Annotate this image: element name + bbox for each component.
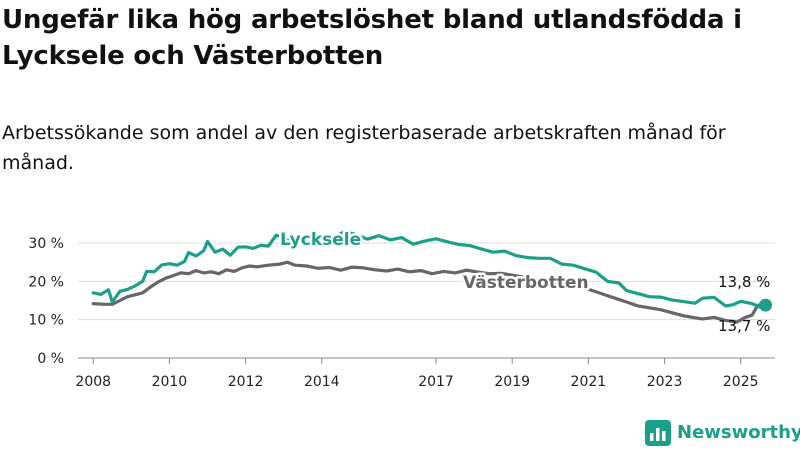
y-tick-label: 0 % — [37, 351, 64, 367]
series-label-vasterbotten: Västerbotten — [463, 273, 589, 293]
brand-logo[interactable]: Newsworthy — [645, 420, 800, 446]
x-tick-label: 2012 — [228, 374, 264, 390]
brand-name: Newsworthy — [677, 422, 800, 443]
series-label-lycksele-halo: Lycksele — [280, 230, 361, 250]
x-tick-label: 2014 — [304, 374, 340, 390]
x-tick-label: 2025 — [723, 374, 759, 390]
y-tick-label: 30 % — [28, 236, 64, 252]
bar-chart-logo-icon — [645, 420, 671, 446]
end-value-label-lycksele: 13,8 % — [718, 273, 770, 291]
chart-subtitle: Arbetssökande som andel av den registerb… — [2, 122, 726, 174]
end-value-label-vasterbotten: 13,7 % — [718, 317, 770, 335]
x-tick-label: 2010 — [152, 374, 188, 390]
series-label-lycksele: Lycksele — [280, 230, 361, 250]
x-tick-label: 2019 — [494, 374, 530, 390]
x-tick-label: 2021 — [571, 374, 607, 390]
series-line-vasterbotten — [91, 260, 764, 324]
series-line-lycksele — [91, 229, 768, 309]
x-tick-label: 2017 — [418, 374, 454, 390]
x-tick-label: 2008 — [75, 374, 111, 390]
y-tick-label: 20 % — [28, 274, 64, 290]
x-tick-label: 2023 — [647, 374, 683, 390]
chart-title: Ungefär lika hög arbetslöshet bland utla… — [2, 5, 742, 71]
end-point-marker — [758, 298, 772, 312]
series-label-vasterbotten-halo: Västerbotten — [463, 273, 589, 293]
y-tick-label: 10 % — [28, 313, 64, 329]
